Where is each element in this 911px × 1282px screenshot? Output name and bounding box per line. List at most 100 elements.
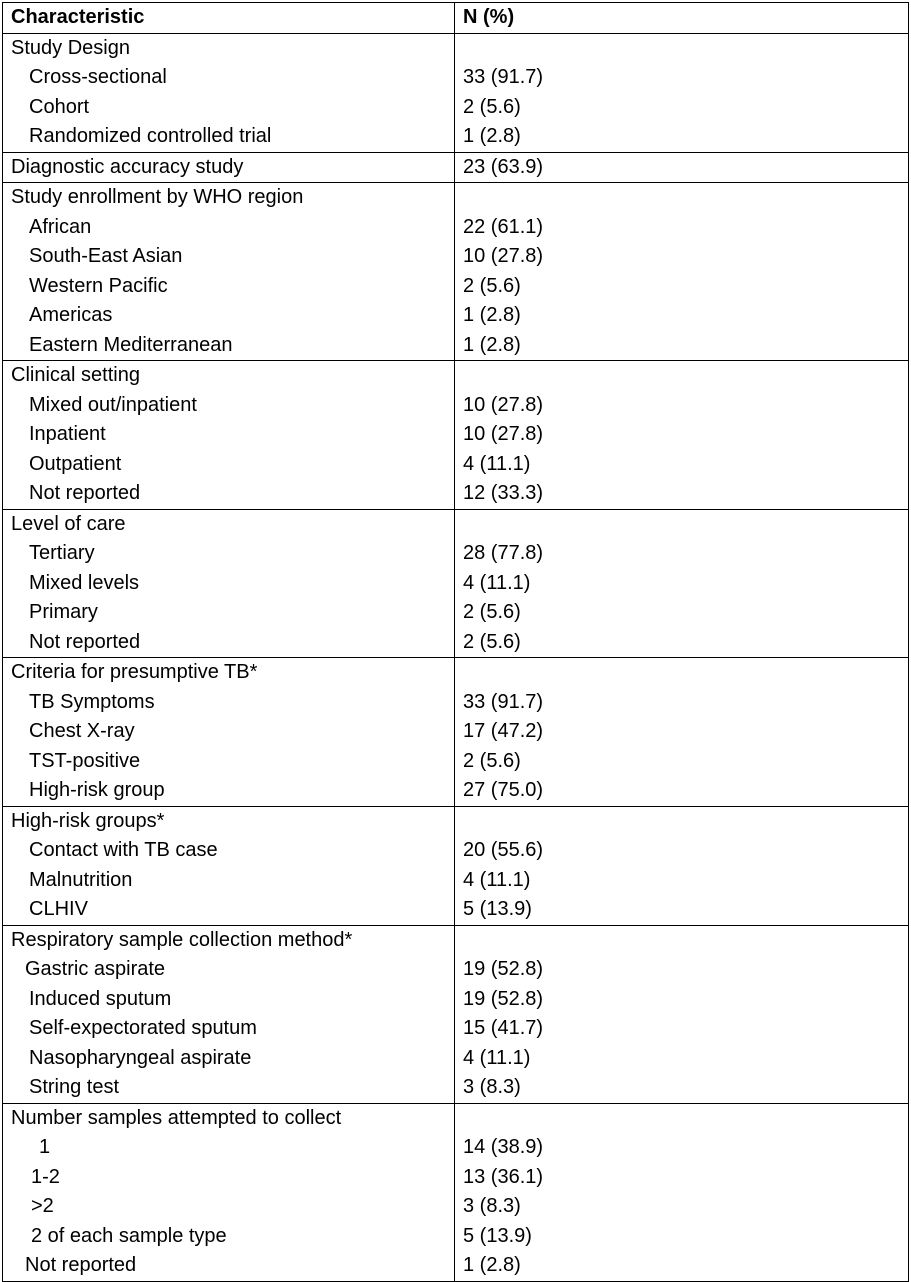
- table-row: CLHIV 5 (13.9): [2, 895, 909, 925]
- characteristic-cell: Diagnostic accuracy study: [2, 151, 455, 183]
- characteristic-cell: Cross-sectional: [2, 63, 455, 93]
- characteristic-cell: Study Design: [2, 32, 455, 63]
- characteristic-cell: Clinical setting: [2, 360, 455, 391]
- value-cell: [454, 805, 909, 836]
- table-row: Diagnostic accuracy study 23 (63.9): [2, 151, 909, 183]
- table-row: TST-positive 2 (5.6): [2, 746, 909, 776]
- value-cell: 10 (27.8): [454, 420, 909, 450]
- value-cell: 2 (5.6): [454, 746, 909, 776]
- table-row: Study enrollment by WHO region: [2, 182, 909, 213]
- table-row: >2 3 (8.3): [2, 1192, 909, 1222]
- value-cell: 13 (36.1): [454, 1162, 909, 1192]
- characteristic-cell: Level of care: [2, 508, 455, 539]
- table-row: High-risk group 27 (75.0): [2, 776, 909, 806]
- value-cell: 4 (11.1): [454, 865, 909, 895]
- characteristic-cell: Western Pacific: [2, 271, 455, 301]
- table-row: Inpatient 10 (27.8): [2, 420, 909, 450]
- table-body: Study Design Cross-sectional 33 (91.7) Coho…: [2, 32, 909, 1282]
- value-cell: 10 (27.8): [454, 390, 909, 420]
- table-row: Randomized controlled trial 1 (2.8): [2, 122, 909, 152]
- value-cell: 1 (2.8): [454, 301, 909, 331]
- table-row: South-East Asian 10 (27.8): [2, 242, 909, 272]
- value-cell: 23 (63.9): [454, 151, 909, 183]
- value-cell: 4 (11.1): [454, 449, 909, 479]
- table-row: Cohort 2 (5.6): [2, 92, 909, 122]
- value-cell: [454, 508, 909, 539]
- characteristic-cell: High-risk groups*: [2, 805, 455, 836]
- table-row: String test 3 (8.3): [2, 1073, 909, 1103]
- table-row: African 22 (61.1): [2, 212, 909, 242]
- characteristic-cell: Outpatient: [2, 449, 455, 479]
- table-row: Western Pacific 2 (5.6): [2, 271, 909, 301]
- value-cell: 5 (13.9): [454, 895, 909, 925]
- table-row: Chest X-ray 17 (47.2): [2, 717, 909, 747]
- characteristic-cell: Nasopharyngeal aspirate: [2, 1043, 455, 1073]
- value-cell: 22 (61.1): [454, 212, 909, 242]
- value-cell: 5 (13.9): [454, 1221, 909, 1251]
- table-row: Self-expectorated sputum 15 (41.7): [2, 1014, 909, 1044]
- characteristic-cell: Eastern Mediterranean: [2, 330, 455, 361]
- table-row: Not reported 1 (2.8): [2, 1251, 909, 1282]
- value-cell: 17 (47.2): [454, 717, 909, 747]
- table-row: Malnutrition 4 (11.1): [2, 865, 909, 895]
- table-row: Criteria for presumptive TB*: [2, 657, 909, 688]
- header-characteristic: Characteristic: [2, 2, 455, 34]
- value-cell: [454, 924, 909, 955]
- value-cell: 28 (77.8): [454, 539, 909, 569]
- value-cell: 2 (5.6): [454, 627, 909, 658]
- characteristic-cell: String test: [2, 1073, 455, 1103]
- characteristic-cell: TB Symptoms: [2, 687, 455, 717]
- characteristic-cell: Primary: [2, 598, 455, 628]
- characteristic-cell: High-risk group: [2, 776, 455, 806]
- value-cell: 33 (91.7): [454, 687, 909, 717]
- table-row: Mixed levels 4 (11.1): [2, 568, 909, 598]
- table-row: 1 14 (38.9): [2, 1133, 909, 1163]
- header-n-percent: N (%): [454, 2, 909, 34]
- table-row: Number samples attempted to collect: [2, 1102, 909, 1133]
- characteristic-cell: 1-2: [2, 1162, 455, 1192]
- value-cell: 19 (52.8): [454, 984, 909, 1014]
- characteristic-cell: South-East Asian: [2, 242, 455, 272]
- value-cell: [454, 657, 909, 688]
- value-cell: 1 (2.8): [454, 1251, 909, 1282]
- table-row: Americas 1 (2.8): [2, 301, 909, 331]
- value-cell: 19 (52.8): [454, 955, 909, 985]
- table-row: Cross-sectional 33 (91.7): [2, 63, 909, 93]
- table-row: Not reported 2 (5.6): [2, 627, 909, 658]
- characteristic-cell: 2 of each sample type: [2, 1221, 455, 1251]
- table-row: Eastern Mediterranean 1 (2.8): [2, 330, 909, 361]
- value-cell: 15 (41.7): [454, 1014, 909, 1044]
- table-row: Respiratory sample collection method*: [2, 924, 909, 955]
- value-cell: 3 (8.3): [454, 1192, 909, 1222]
- characteristic-cell: Malnutrition: [2, 865, 455, 895]
- characteristic-cell: Mixed out/inpatient: [2, 390, 455, 420]
- table-row: Clinical setting: [2, 360, 909, 391]
- value-cell: [454, 32, 909, 63]
- value-cell: 20 (55.6): [454, 836, 909, 866]
- characteristic-cell: Mixed levels: [2, 568, 455, 598]
- characteristic-cell: Criteria for presumptive TB*: [2, 657, 455, 688]
- characteristic-cell: Americas: [2, 301, 455, 331]
- characteristic-cell: 1: [2, 1133, 455, 1163]
- characteristic-cell: Cohort: [2, 92, 455, 122]
- characteristic-cell: Not reported: [2, 627, 455, 658]
- characteristic-cell: African: [2, 212, 455, 242]
- table-row: Outpatient 4 (11.1): [2, 449, 909, 479]
- characteristic-cell: Self-expectorated sputum: [2, 1014, 455, 1044]
- value-cell: 2 (5.6): [454, 598, 909, 628]
- table-row: Induced sputum 19 (52.8): [2, 984, 909, 1014]
- characteristic-cell: >2: [2, 1192, 455, 1222]
- table-row: Mixed out/inpatient 10 (27.8): [2, 390, 909, 420]
- characteristic-cell: Contact with TB case: [2, 836, 455, 866]
- characteristic-cell: Respiratory sample collection method*: [2, 924, 455, 955]
- table-row: 1-2 13 (36.1): [2, 1162, 909, 1192]
- value-cell: 12 (33.3): [454, 479, 909, 509]
- characteristic-cell: CLHIV: [2, 895, 455, 925]
- characteristic-cell: Tertiary: [2, 539, 455, 569]
- table-row: Not reported 12 (33.3): [2, 479, 909, 509]
- value-cell: [454, 182, 909, 213]
- value-cell: [454, 360, 909, 391]
- characteristic-cell: Induced sputum: [2, 984, 455, 1014]
- characteristic-cell: Not reported: [2, 1251, 455, 1282]
